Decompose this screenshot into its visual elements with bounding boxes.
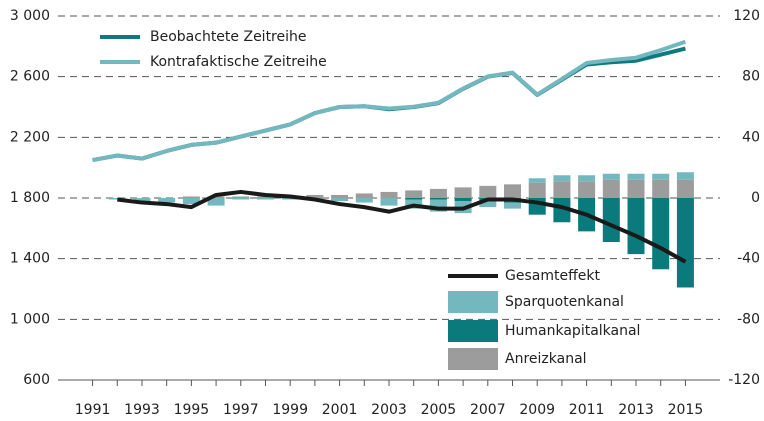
bar <box>627 173 645 180</box>
x-tick-label: 2003 <box>371 402 407 418</box>
legend-swatch <box>448 348 498 370</box>
x-tick-label: 1997 <box>223 402 259 418</box>
bar <box>429 198 447 200</box>
bar <box>553 181 571 198</box>
legend-swatch <box>448 320 498 342</box>
bar <box>108 198 126 200</box>
bar <box>454 187 472 198</box>
y2-tick-label: 0 <box>751 190 760 206</box>
x-tick-label: 2001 <box>322 402 358 418</box>
legend-label: Humankapitalkanal <box>505 323 640 339</box>
bar <box>578 181 596 198</box>
bar <box>602 173 620 180</box>
bar <box>306 194 324 198</box>
y2-tick-label: 120 <box>733 8 760 24</box>
bar <box>676 179 694 198</box>
x-tick-label: 2009 <box>519 402 555 418</box>
y2-tick-label: -40 <box>737 251 760 267</box>
line <box>92 39 687 163</box>
bar <box>331 198 349 202</box>
bar <box>182 198 200 205</box>
bar <box>504 184 522 198</box>
bar <box>256 198 274 200</box>
bar <box>429 188 447 198</box>
y2-tick-label: -120 <box>728 372 760 388</box>
x-tick-label: 1995 <box>174 402 210 418</box>
bar <box>133 198 151 202</box>
bar <box>207 198 225 206</box>
bar <box>380 191 398 198</box>
y-tick-label: 2 200 <box>10 129 50 145</box>
bar <box>479 201 497 208</box>
bar <box>553 198 571 223</box>
bar <box>355 198 373 203</box>
bar <box>182 196 200 198</box>
bar <box>158 198 176 203</box>
bar <box>627 198 645 255</box>
x-tick-label: 2013 <box>618 402 654 418</box>
bar <box>405 198 423 200</box>
y-tick-label: 600 <box>23 372 50 388</box>
x-tick-label: 1999 <box>272 402 308 418</box>
bar <box>355 193 373 198</box>
bar <box>602 198 620 242</box>
bar <box>528 182 546 198</box>
bar <box>256 196 274 198</box>
y-tick-label: 1 400 <box>10 251 50 267</box>
y-tick-label: 3 000 <box>10 8 50 24</box>
bar <box>405 190 423 198</box>
y-tick-label: 1 800 <box>10 190 50 206</box>
bar <box>479 185 497 198</box>
bar <box>380 198 398 206</box>
x-tick-label: 2007 <box>470 402 506 418</box>
bar <box>676 198 694 288</box>
bar <box>207 196 225 198</box>
bar <box>232 196 250 198</box>
bar <box>331 194 349 198</box>
bar <box>454 198 472 202</box>
y-tick-label: 1 000 <box>10 311 50 327</box>
y2-tick-label: 80 <box>742 69 760 85</box>
bar <box>232 198 250 200</box>
legend-label: Kontrafaktische Zeitreihe <box>150 54 327 70</box>
x-tick-label: 1991 <box>75 402 111 418</box>
x-tick-label: 2015 <box>668 402 704 418</box>
x-tick-label: 2011 <box>569 402 605 418</box>
legend-label: Beobachtete Zeitreihe <box>150 29 307 45</box>
x-tick-label: 1993 <box>124 402 160 418</box>
x-tick-label: 2005 <box>421 402 457 418</box>
bar <box>652 179 670 198</box>
legend-label: Sparquotenkanal <box>505 294 624 310</box>
y-tick-label: 2 600 <box>10 69 50 85</box>
bar <box>627 179 645 198</box>
y2-tick-label: 40 <box>742 129 760 145</box>
bar <box>553 175 571 182</box>
bar <box>528 178 546 183</box>
legend-swatch <box>448 291 498 313</box>
y2-tick-label: -80 <box>737 311 760 327</box>
bar <box>676 172 694 180</box>
bar <box>652 198 670 270</box>
bar <box>504 202 522 209</box>
legend-label: Gesamteffekt <box>505 268 600 284</box>
bar <box>602 179 620 198</box>
bar <box>281 198 299 200</box>
bar <box>578 175 596 182</box>
bar <box>652 173 670 180</box>
legend-label: Anreizkanal <box>505 351 587 367</box>
line <box>117 189 687 264</box>
